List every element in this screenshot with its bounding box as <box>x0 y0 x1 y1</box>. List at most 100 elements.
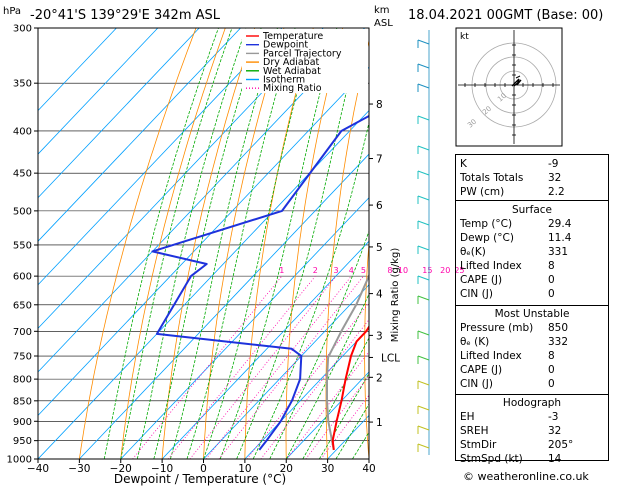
legend-entry-2: Parcel Trajectory <box>263 48 342 59</box>
wet-adiabat--12 <box>153 28 262 459</box>
sreh-label: SREH <box>460 425 489 437</box>
wet-adiabat-28 <box>318 372 369 459</box>
wet-adiabat-32 <box>335 403 369 459</box>
surface-cin-value: 0 <box>548 288 555 300</box>
isotherm--90 <box>38 28 241 242</box>
wet-adiabat-20 <box>285 293 369 459</box>
isotherm--120 <box>38 28 117 112</box>
stmspd-label: StmSpd (kt) <box>460 453 523 465</box>
mixing-ratio-label-4: 4 <box>349 266 354 275</box>
dry-adiabat-0 <box>203 28 285 459</box>
x-tick-label-40: 40 <box>362 463 375 475</box>
surface-dewp-value: 11.4 <box>548 232 572 244</box>
isotherm-10 <box>244 327 369 459</box>
hodograph-unit: kt <box>460 32 469 42</box>
mu-cin-label: CIN (J) <box>460 378 493 390</box>
dry-adiabat--20 <box>120 28 226 459</box>
hpa-axis-unit: hPa <box>3 6 21 17</box>
wet-adiabat-8 <box>236 28 363 459</box>
isotherm-0 <box>203 284 369 459</box>
dry-adiabat-10 <box>244 28 314 459</box>
chart-location-title: -20°41'S 139°29'E 342m ASL <box>30 8 221 23</box>
mu-cape-value: 0 <box>548 364 555 376</box>
x-tick-label-0: 0 <box>200 463 207 475</box>
pressure-label-850: 850 <box>13 396 32 407</box>
wind-barb-3 <box>417 115 430 121</box>
pressure-label-1000: 1000 <box>7 455 32 466</box>
surface-temp-label: Temp (°C) <box>460 218 513 230</box>
mixing-ratio-line-25 <box>320 394 369 459</box>
surface-cape-value: 0 <box>548 274 555 286</box>
x-tick-label--20: −20 <box>110 463 132 475</box>
wet-adiabat-12 <box>252 121 369 459</box>
pressure-label-350: 350 <box>13 79 32 90</box>
wet-adiabat--4 <box>186 28 296 459</box>
stmdir-value: 205° <box>548 439 574 451</box>
mixing-ratio-label-20: 20 <box>440 266 450 275</box>
mu-li-value: 8 <box>548 350 555 362</box>
km-label-6: 6 <box>376 200 383 212</box>
isotherm--70 <box>38 28 324 329</box>
wind-barb-0 <box>417 39 430 45</box>
pressure-label-400: 400 <box>13 126 32 137</box>
mixing-ratio-label-25: 25 <box>454 266 464 275</box>
legend-entry-6: Mixing Ratio <box>263 83 322 94</box>
pressure-label-550: 550 <box>13 240 32 251</box>
isotherm--30 <box>79 153 369 459</box>
dry-adiabat--30 <box>79 28 197 459</box>
temperature-line <box>331 325 369 451</box>
wind-barb-14 <box>417 405 430 411</box>
hodo-ring-30: 30 <box>466 118 478 130</box>
k-index-value: -9 <box>548 158 559 170</box>
wet-adiabat--8 <box>170 28 278 459</box>
hodograph: kt 10 20 30 <box>455 27 563 147</box>
isotherm--40 <box>38 109 369 459</box>
wind-barb-6 <box>417 195 430 201</box>
mixing-ratio-label-5: 5 <box>361 266 366 275</box>
pressure-label-600: 600 <box>13 272 32 283</box>
hodo-ring-10: 10 <box>496 92 508 104</box>
pressure-label-500: 500 <box>13 206 32 217</box>
pressure-label-450: 450 <box>13 169 32 180</box>
wind-barb-8 <box>417 245 430 251</box>
sreh-value: 32 <box>548 425 562 437</box>
mixing-ratio-label-1: 1 <box>279 266 284 275</box>
wind-barbs-column <box>417 30 430 455</box>
dry-adiabat--10 <box>161 28 256 459</box>
wind-barb-15 <box>417 425 430 431</box>
dry-adiabat-40 <box>364 238 369 459</box>
stmspd-value: 14 <box>548 453 562 465</box>
surface-li-value: 8 <box>548 260 555 272</box>
x-tick-label-10: 10 <box>238 463 251 475</box>
legend-entry-4: Wet Adiabat <box>263 66 321 77</box>
mixing-ratio-label-15: 15 <box>422 266 432 275</box>
surface-dewp-label: Dewp (°C) <box>460 232 514 244</box>
isotherm--80 <box>38 28 283 286</box>
mixing-ratio-label-8: 8 <box>387 266 392 275</box>
legend-entry-0: Temperature <box>262 31 323 42</box>
hodograph-table-title: Hodograph <box>502 397 562 409</box>
asl-axis-unit: ASL <box>374 18 393 29</box>
pressure-label-700: 700 <box>13 327 32 338</box>
dry-adiabat-30 <box>325 38 369 459</box>
surface-cape-label: CAPE (J) <box>460 274 503 286</box>
surface-li-label: Lifted Index <box>460 260 522 272</box>
wet-adiabat-0 <box>203 28 316 459</box>
wind-barb-10 <box>417 295 430 301</box>
totals-totals-value: 32 <box>548 172 562 184</box>
eh-label: EH <box>460 411 475 423</box>
eh-value: -3 <box>548 411 559 423</box>
x-tick-label-20: 20 <box>280 463 293 475</box>
wind-barb-2 <box>417 83 430 89</box>
dewpoint-line <box>151 114 369 451</box>
legend-entry-1: Dewpoint <box>263 40 308 51</box>
legend-entry-3: Dry Adiabat <box>263 57 320 68</box>
surface-thetae-value: 331 <box>548 246 569 258</box>
wet-adiabat-4 <box>219 28 338 459</box>
km-label-1: 1 <box>376 417 383 429</box>
mixing-ratio-line-5 <box>218 275 364 459</box>
wet-adiabat--24 <box>103 28 219 459</box>
km-label-5: 5 <box>376 242 383 254</box>
